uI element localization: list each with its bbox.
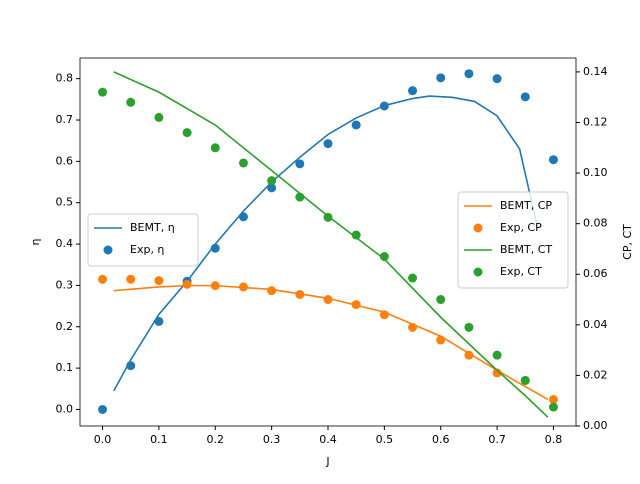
y2-tick-label: 0.04	[583, 318, 608, 331]
data-point	[520, 375, 530, 385]
data-point	[238, 282, 248, 292]
data-point	[210, 281, 220, 291]
x-tick-label: 0.5	[376, 433, 394, 446]
data-point	[182, 128, 192, 138]
legend-label: Exp, η	[130, 243, 164, 256]
data-point	[548, 155, 558, 165]
data-point	[126, 97, 136, 107]
legend-label: BEMT, CP	[500, 199, 552, 212]
y-tick-label: 0.3	[56, 278, 74, 291]
data-point	[464, 322, 474, 332]
data-point	[267, 286, 277, 296]
data-point	[351, 230, 361, 240]
data-point	[464, 350, 474, 360]
data-point	[267, 183, 277, 193]
y2-axis-label: CP, CT	[621, 224, 634, 260]
y-axis-label: η	[29, 238, 42, 245]
y2-tick-label: 0.10	[583, 166, 608, 179]
data-point	[126, 274, 136, 284]
data-point	[126, 361, 136, 371]
y-tick-label: 0.5	[56, 196, 74, 209]
data-point	[492, 74, 502, 84]
legend-marker	[103, 245, 113, 255]
data-point	[548, 394, 558, 404]
data-point	[98, 87, 108, 97]
data-point	[98, 404, 108, 414]
data-point	[210, 243, 220, 253]
x-tick-label: 0.7	[488, 433, 506, 446]
x-tick-label: 0.4	[319, 433, 337, 446]
y-tick-label: 0.8	[56, 72, 74, 85]
legend-label: BEMT, CT	[500, 243, 552, 256]
plot-frame	[79, 57, 577, 427]
legend-marker	[473, 267, 483, 277]
data-point	[154, 112, 164, 122]
y-tick-label: 0.2	[56, 320, 74, 333]
legend-label: Exp, CP	[500, 221, 542, 234]
y-tick-label: 0.7	[56, 113, 74, 126]
data-point	[295, 159, 305, 169]
data-point	[436, 73, 446, 83]
data-point	[323, 212, 333, 222]
data-point	[436, 295, 446, 305]
series-line	[113, 95, 538, 392]
data-point	[295, 192, 305, 202]
y2-tick-label: 0.00	[583, 419, 608, 432]
legend-box	[457, 191, 569, 289]
data-point	[267, 176, 277, 186]
data-point	[436, 335, 446, 345]
x-axis-label: J	[325, 455, 329, 468]
data-point	[238, 212, 248, 222]
data-point	[492, 368, 502, 378]
x-tick-label: 0.3	[263, 433, 281, 446]
y2-tick-label: 0.08	[583, 217, 608, 230]
legend-label: Exp, CT	[500, 265, 542, 278]
legend-label: BEMT, η	[130, 221, 175, 234]
data-point	[408, 322, 418, 332]
x-tick-label: 0.1	[150, 433, 168, 446]
data-point	[379, 310, 389, 320]
data-point	[379, 252, 389, 262]
data-point	[492, 350, 502, 360]
data-point	[238, 158, 248, 168]
y2-tick-label: 0.02	[583, 368, 608, 381]
y2-tick-label: 0.14	[583, 65, 608, 78]
data-point	[379, 101, 389, 111]
legend: BEMT, CP Exp, CP BEMT, CT Exp, CT	[457, 191, 569, 289]
y2-tick-label: 0.12	[583, 115, 608, 128]
y-tick-label: 0.6	[56, 154, 74, 167]
data-point	[408, 86, 418, 96]
data-point	[351, 120, 361, 130]
data-point	[351, 300, 361, 310]
x-tick-label: 0.6	[432, 433, 450, 446]
x-tick-label: 0.8	[545, 433, 563, 446]
x-tick-label: 0.2	[207, 433, 225, 446]
y2-tick-label: 0.06	[583, 267, 608, 280]
y-tick-label: 0.1	[56, 361, 74, 374]
data-point	[295, 289, 305, 299]
data-point	[408, 273, 418, 283]
data-point	[520, 92, 530, 102]
data-point	[98, 274, 108, 284]
legend: BEMT, η Exp, η	[87, 213, 199, 267]
legend-box	[87, 213, 199, 267]
y-tick-label: 0.4	[56, 237, 74, 250]
data-point	[323, 139, 333, 149]
data-point	[182, 279, 192, 289]
legend-marker	[473, 223, 483, 233]
data-point	[464, 69, 474, 79]
data-point	[154, 316, 164, 326]
data-point	[323, 295, 333, 305]
x-tick-label: 0.0	[94, 433, 112, 446]
y-tick-label: 0.0	[56, 402, 74, 415]
data-point	[548, 402, 558, 412]
data-point	[210, 143, 220, 153]
data-point	[154, 276, 164, 286]
